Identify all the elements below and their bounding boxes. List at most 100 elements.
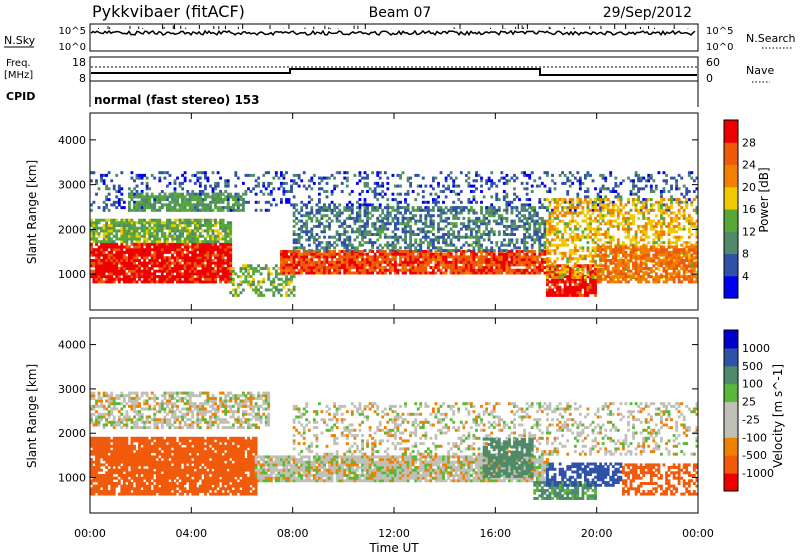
- heatmap-cell: [492, 214, 496, 218]
- heatmap-cell: [120, 242, 124, 246]
- heatmap-cell: [566, 280, 570, 284]
- heatmap-cell: [472, 249, 476, 253]
- heatmap-cell: [561, 233, 565, 236]
- heatmap-cell: [280, 198, 283, 202]
- heatmap-cell: [637, 190, 641, 193]
- heatmap-cell: [401, 252, 405, 256]
- heatmap-cell: [558, 288, 562, 292]
- heatmap-cell: [502, 195, 506, 199]
- heatmap-cell: [419, 260, 423, 264]
- heatmap-cell: [150, 173, 154, 177]
- heatmap-cell: [315, 266, 319, 270]
- heatmap-cell: [475, 260, 478, 264]
- heatmap-cell: [386, 246, 390, 250]
- heatmap-cell: [330, 258, 334, 262]
- heatmap-cell: [153, 272, 157, 276]
- heatmap-cell: [178, 218, 182, 222]
- heatmap-cell: [95, 253, 98, 257]
- heatmap-cell: [558, 198, 562, 202]
- heatmap-cell: [320, 216, 324, 220]
- heatmap-cell: [173, 198, 177, 202]
- heatmap-cell: [328, 271, 331, 275]
- heatmap-cell: [556, 216, 559, 220]
- heatmap-cell: [160, 242, 164, 246]
- heatmap-cell: [318, 235, 321, 239]
- heatmap-cell: [348, 200, 352, 204]
- heatmap-cell: [543, 243, 547, 247]
- heatmap-cell: [92, 277, 96, 281]
- heatmap-cell: [216, 192, 220, 196]
- heatmap-cell: [168, 280, 172, 284]
- heatmap-cell: [459, 252, 463, 256]
- heatmap-cell: [571, 273, 575, 277]
- heatmap-cell: [502, 255, 506, 259]
- heatmap-cell: [110, 261, 114, 265]
- heatmap-cell: [424, 268, 428, 272]
- heatmap-cell: [406, 224, 410, 228]
- heatmap-cell: [530, 238, 534, 242]
- heatmap-cell: [472, 268, 476, 272]
- heatmap-cell: [120, 253, 124, 257]
- heatmap-cell: [502, 249, 506, 253]
- heatmap-cell: [262, 277, 266, 281]
- heatmap-cell: [670, 176, 673, 180]
- heatmap-cell: [571, 200, 575, 204]
- heatmap-cell: [561, 171, 565, 175]
- heatmap-cell: [310, 230, 314, 234]
- heatmap-cell: [606, 206, 610, 210]
- heatmap-cell: [568, 269, 572, 273]
- heatmap-cell: [297, 233, 301, 236]
- heatmap-cell: [196, 269, 200, 273]
- heatmap-cell: [475, 243, 478, 247]
- heatmap-cell: [135, 272, 139, 276]
- heatmap-cell: [186, 277, 190, 281]
- heatmap-cell: [315, 271, 319, 275]
- heatmap-cell: [616, 208, 620, 212]
- heatmap-cell: [373, 222, 377, 226]
- heatmap-cell: [601, 216, 605, 220]
- heatmap-cell: [568, 280, 572, 284]
- heatmap-cell: [300, 224, 304, 228]
- heatmap-cell: [388, 206, 392, 210]
- heatmap-cell: [221, 259, 225, 262]
- heatmap-cell: [472, 195, 476, 199]
- heatmap-cell: [553, 283, 557, 287]
- heatmap-cell: [505, 243, 509, 247]
- heatmap-cell: [345, 268, 349, 272]
- heatmap-cell: [616, 198, 620, 202]
- heatmap-cell: [191, 280, 195, 284]
- heatmap-cell: [282, 280, 286, 284]
- heatmap-cell: [122, 269, 126, 273]
- heatmap-cell: [581, 211, 585, 215]
- heatmap-cell: [285, 266, 288, 270]
- heatmap-cell: [143, 208, 147, 212]
- heatmap-cell: [158, 277, 162, 281]
- heatmap-cell: [454, 206, 458, 210]
- heatmap-cell: [318, 252, 321, 256]
- heatmap-cell: [632, 219, 635, 223]
- heatmap-cell: [318, 208, 321, 212]
- heatmap-cell: [459, 227, 463, 231]
- heatmap-cell: [168, 203, 172, 207]
- heatmap-cell: [487, 238, 491, 242]
- heatmap-cell: [160, 195, 164, 199]
- heatmap-cell: [530, 184, 534, 188]
- heatmap-cell: [404, 227, 407, 231]
- heatmap-cell: [178, 234, 182, 238]
- heatmap-cell: [611, 190, 615, 193]
- heatmap-cell: [323, 203, 326, 207]
- heatmap-cell: [551, 288, 554, 292]
- heatmap-cell: [386, 203, 390, 207]
- heatmap-cell: [90, 248, 93, 252]
- heatmap-cell: [168, 192, 172, 196]
- heatmap-cell: [533, 241, 537, 245]
- heatmap-cell: [480, 260, 483, 264]
- heatmap-cell: [178, 250, 182, 254]
- heatmap-cell: [153, 242, 157, 246]
- heatmap-cell: [204, 221, 207, 225]
- heatmap-cell: [546, 222, 549, 226]
- heatmap-cell: [140, 229, 144, 233]
- heatmap-cell: [477, 216, 481, 220]
- heatmap-cell: [578, 211, 582, 215]
- heatmap-cell: [568, 233, 572, 236]
